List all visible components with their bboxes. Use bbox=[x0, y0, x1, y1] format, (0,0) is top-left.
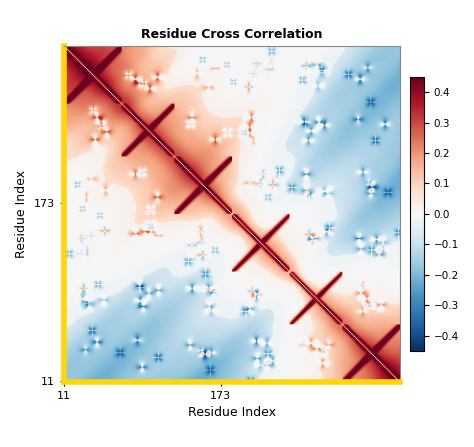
X-axis label: Residue Index: Residue Index bbox=[188, 406, 275, 419]
Title: Residue Cross Correlation: Residue Cross Correlation bbox=[141, 28, 322, 41]
Y-axis label: Residue Index: Residue Index bbox=[15, 170, 28, 258]
